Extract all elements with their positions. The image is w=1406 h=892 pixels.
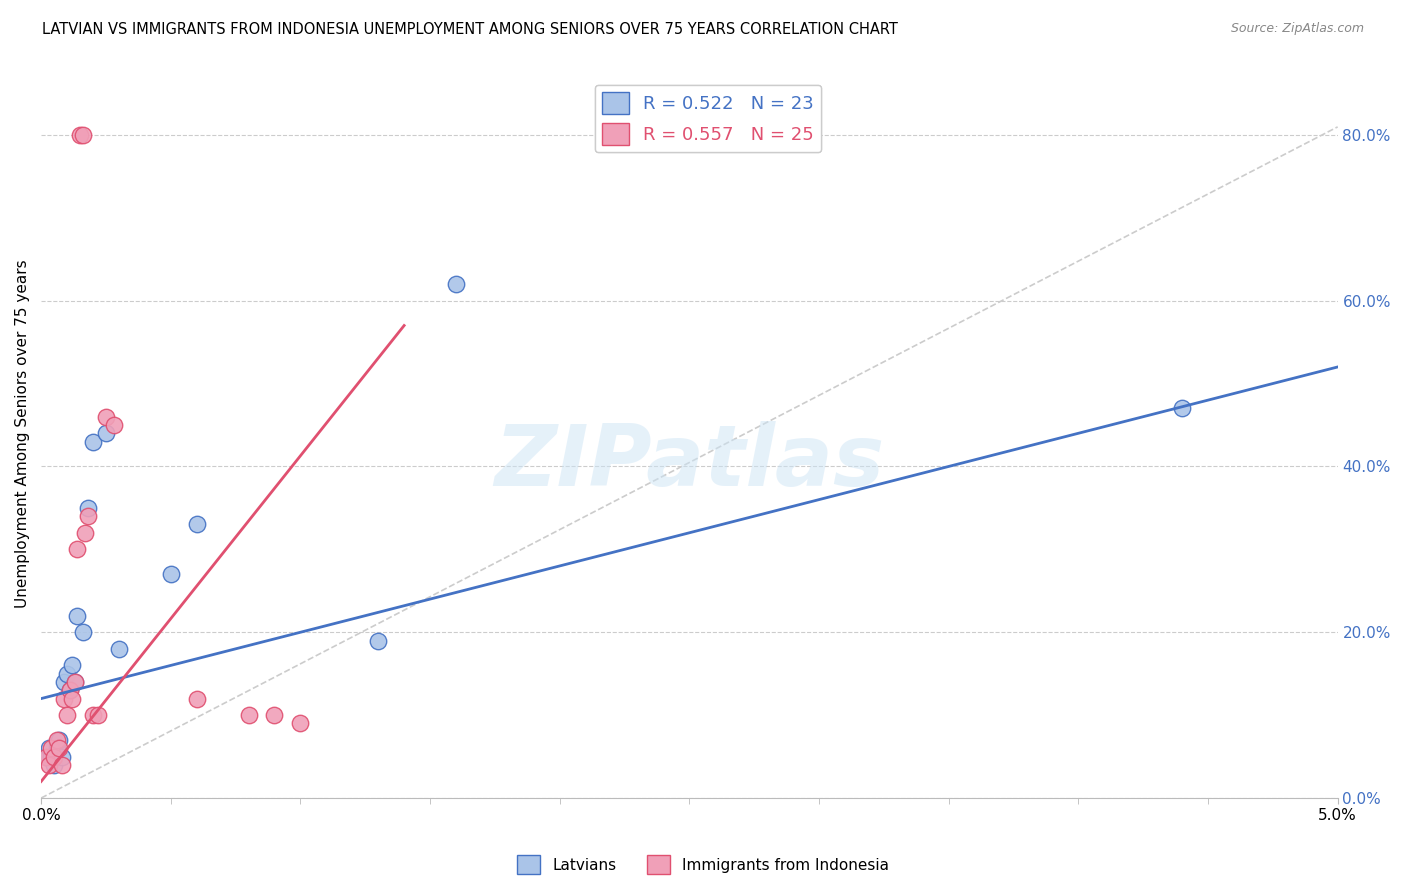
Point <box>45 733 67 747</box>
Point <box>63 675 86 690</box>
Text: Source: ZipAtlas.com: Source: ZipAtlas.com <box>1230 22 1364 36</box>
Point <box>63 675 86 690</box>
Point <box>76 500 98 515</box>
Point <box>444 277 467 291</box>
Point <box>367 633 389 648</box>
Point <box>53 691 76 706</box>
Point <box>66 608 89 623</box>
Point <box>1171 401 1194 416</box>
Text: ZIPatlas: ZIPatlas <box>495 421 884 504</box>
Point <box>59 683 82 698</box>
Point <box>35 749 58 764</box>
Point <box>263 708 285 723</box>
Point <box>42 749 65 764</box>
Point <box>108 641 131 656</box>
Point <box>41 741 63 756</box>
Point <box>60 691 83 706</box>
Point <box>51 758 73 772</box>
Point <box>94 426 117 441</box>
Point <box>59 683 82 698</box>
Point <box>48 741 70 756</box>
Point <box>51 749 73 764</box>
Point <box>186 691 208 706</box>
Y-axis label: Unemployment Among Seniors over 75 years: Unemployment Among Seniors over 75 years <box>15 259 30 607</box>
Point <box>69 128 91 142</box>
Point <box>75 525 97 540</box>
Point <box>35 749 58 764</box>
Point <box>45 741 67 756</box>
Point <box>38 741 60 756</box>
Point <box>76 509 98 524</box>
Text: LATVIAN VS IMMIGRANTS FROM INDONESIA UNEMPLOYMENT AMONG SENIORS OVER 75 YEARS CO: LATVIAN VS IMMIGRANTS FROM INDONESIA UNE… <box>42 22 898 37</box>
Point <box>82 708 104 723</box>
Point <box>42 758 65 772</box>
Point <box>82 434 104 449</box>
Point <box>238 708 260 723</box>
Legend: Latvians, Immigrants from Indonesia: Latvians, Immigrants from Indonesia <box>510 849 896 880</box>
Point <box>60 658 83 673</box>
Point <box>94 409 117 424</box>
Point <box>48 733 70 747</box>
Point <box>38 758 60 772</box>
Point <box>72 128 94 142</box>
Point <box>186 517 208 532</box>
Point <box>159 567 181 582</box>
Point <box>56 666 79 681</box>
Point <box>53 675 76 690</box>
Legend: R = 0.522   N = 23, R = 0.557   N = 25: R = 0.522 N = 23, R = 0.557 N = 25 <box>595 85 821 153</box>
Point <box>72 625 94 640</box>
Point <box>290 716 312 731</box>
Point <box>56 708 79 723</box>
Point <box>87 708 110 723</box>
Point <box>41 749 63 764</box>
Point <box>103 417 125 432</box>
Point <box>66 542 89 557</box>
